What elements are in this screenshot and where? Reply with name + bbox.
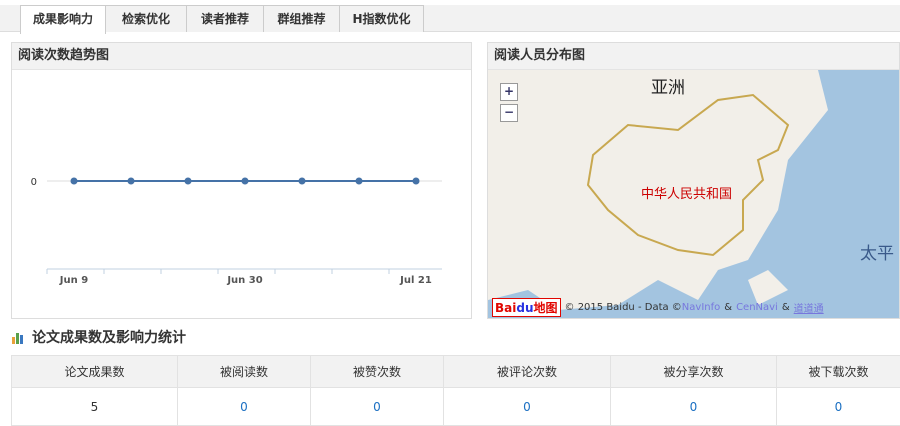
header-comments: 被评论次数 xyxy=(444,356,611,388)
map-panel: 阅读人员分布图 + − 亚洲 中华人民共和国 太平 Baidu地图 © 2015… xyxy=(487,42,900,319)
data-point xyxy=(128,178,135,185)
stats-title: 论文成果数及影响力统计 xyxy=(32,327,186,347)
value-comments[interactable]: 0 xyxy=(444,388,611,426)
value-downloads[interactable]: 0 xyxy=(777,388,900,426)
baidu-logo: Baidu地图 xyxy=(492,298,561,317)
label-china: 中华人民共和国 xyxy=(641,183,732,202)
header-reads: 被阅读数 xyxy=(178,356,311,388)
cennavi-link[interactable]: CenNavi xyxy=(736,302,778,313)
x-tick-label: Jun 30 xyxy=(226,275,262,286)
header-downloads: 被下载次数 xyxy=(777,356,900,388)
tab-impact[interactable]: 成果影响力 xyxy=(20,6,106,34)
x-tick-label: Jun 9 xyxy=(59,275,88,286)
zoom-in-button[interactable]: + xyxy=(500,83,518,101)
table-row: 5 0 0 0 0 0 xyxy=(12,388,900,426)
label-ocean: 太平 xyxy=(860,239,894,264)
value-reads[interactable]: 0 xyxy=(178,388,311,426)
stats-table: 论文成果数 被阅读数 被赞次数 被评论次数 被分享次数 被下载次数 5 0 0 … xyxy=(11,355,900,426)
tabs: 成果影响力 检索优化 读者推荐 群组推荐 H指数优化 xyxy=(20,5,424,33)
amp: & xyxy=(724,302,732,313)
tab-search-opt[interactable]: 检索优化 xyxy=(106,6,187,32)
trend-chart: 0 Jun 9 Jun 30 Jul 21 xyxy=(12,70,471,318)
header-shares: 被分享次数 xyxy=(611,356,777,388)
header-likes: 被赞次数 xyxy=(311,356,444,388)
map-attribution: Baidu地图 © 2015 Baidu - Data © NavInfo & … xyxy=(492,298,824,317)
copyright-text: © 2015 Baidu - Data © xyxy=(565,302,682,313)
label-asia: 亚洲 xyxy=(651,73,685,98)
stats-section-title: 论文成果数及影响力统计 xyxy=(12,327,186,347)
data-point xyxy=(242,178,249,185)
data-point xyxy=(185,178,192,185)
zoom-out-button[interactable]: − xyxy=(500,104,518,122)
navinfo-link[interactable]: NavInfo xyxy=(682,302,720,313)
x-tick-label: Jul 21 xyxy=(399,275,432,286)
value-papers: 5 xyxy=(12,388,178,426)
amp2: & xyxy=(782,302,790,313)
tab-h-index[interactable]: H指数优化 xyxy=(340,6,424,32)
value-shares[interactable]: 0 xyxy=(611,388,777,426)
y-tick-label: 0 xyxy=(31,177,37,188)
header-papers: 论文成果数 xyxy=(12,356,178,388)
tab-group-rec[interactable]: 群组推荐 xyxy=(264,6,340,32)
trend-panel: 阅读次数趋势图 0 Jun 9 Jun 30 Jul 21 xyxy=(11,42,472,319)
data-point xyxy=(413,178,420,185)
value-likes[interactable]: 0 xyxy=(311,388,444,426)
data-point xyxy=(71,178,78,185)
trend-title: 阅读次数趋势图 xyxy=(12,43,471,70)
map-title: 阅读人员分布图 xyxy=(488,43,899,70)
data-point xyxy=(299,178,306,185)
daodaotong-link[interactable]: 道道通 xyxy=(794,300,824,315)
table-header-row: 论文成果数 被阅读数 被赞次数 被评论次数 被分享次数 被下载次数 xyxy=(12,356,900,388)
tab-reader-rec[interactable]: 读者推荐 xyxy=(187,6,264,32)
data-point xyxy=(356,178,363,185)
bar-chart-icon xyxy=(12,331,26,344)
